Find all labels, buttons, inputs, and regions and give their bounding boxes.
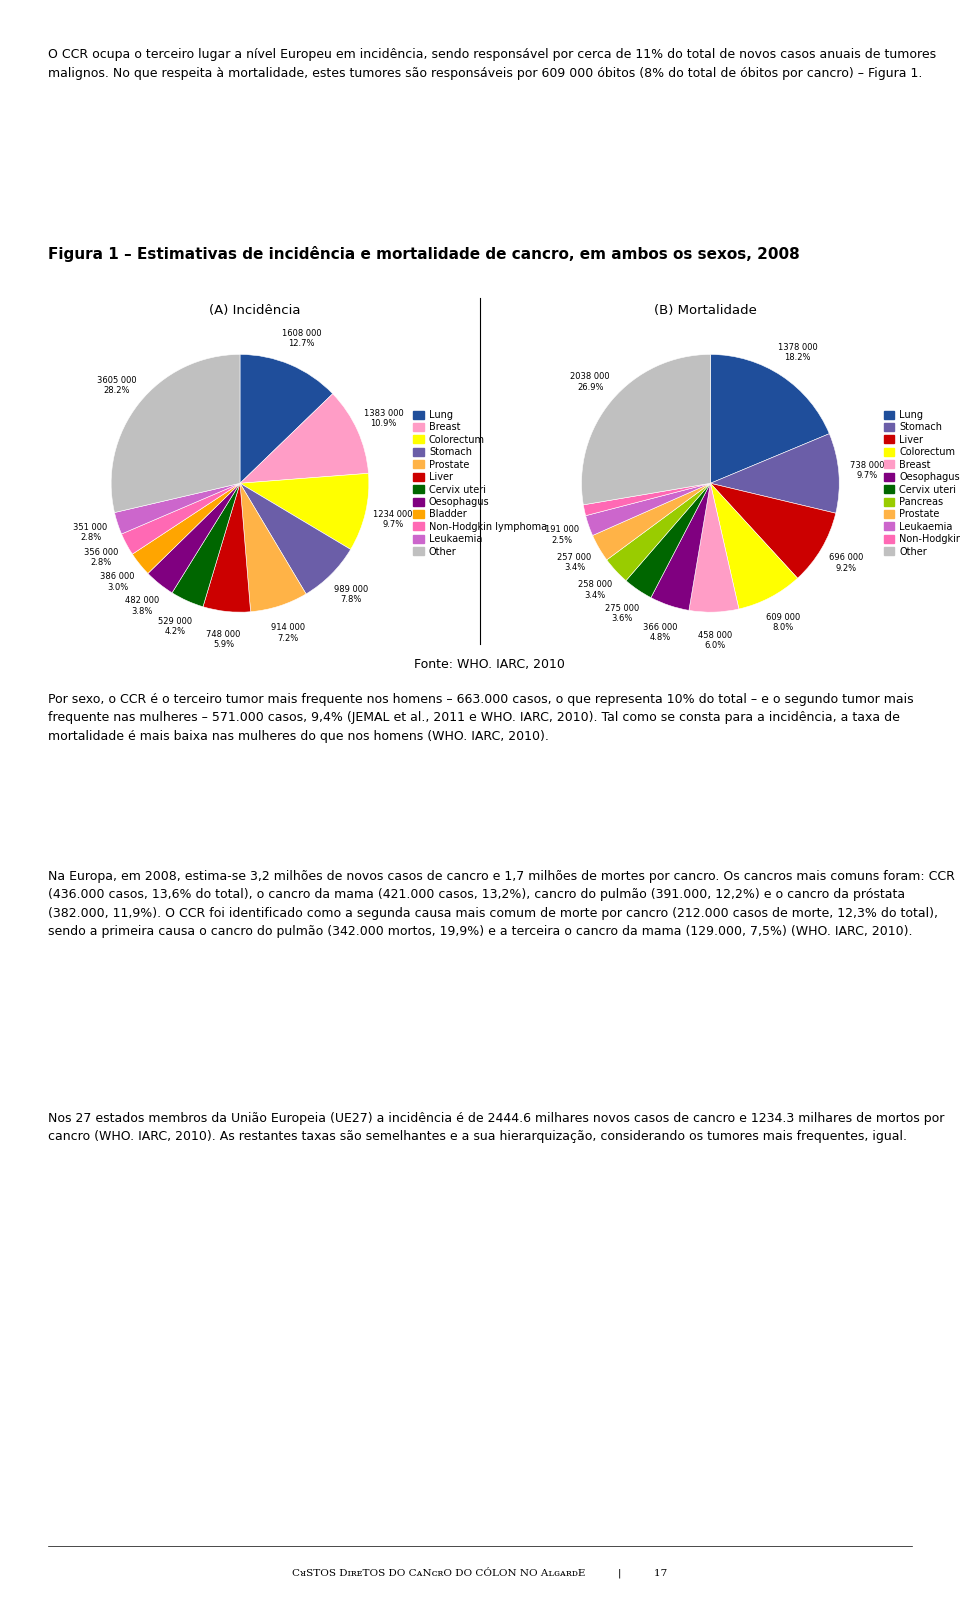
Text: 529 000
4.2%: 529 000 4.2% [158,617,192,636]
Wedge shape [122,483,240,554]
Wedge shape [626,483,710,598]
Text: 914 000
7.2%: 914 000 7.2% [271,623,305,643]
Text: 191 000
2.5%: 191 000 2.5% [545,525,579,545]
Text: 1234 000
9.7%: 1234 000 9.7% [373,509,413,528]
Wedge shape [148,483,240,593]
Text: 989 000
7.8%: 989 000 7.8% [334,585,369,604]
Text: Fonte: WHO. IARC, 2010: Fonte: WHO. IARC, 2010 [414,657,565,672]
Wedge shape [203,483,251,612]
Text: 257 000
3.4%: 257 000 3.4% [558,553,591,572]
Wedge shape [240,354,333,483]
Text: CᴚSTOS DɪʀᴇTOS DO CᴀNᴄʀO DO CÓLON NO AʟɢᴀʀᴅE          |          17: CᴚSTOS DɪʀᴇTOS DO CᴀNᴄʀO DO CÓLON NO Aʟɢ… [293,1566,667,1579]
Wedge shape [651,483,710,611]
Wedge shape [710,433,839,514]
Wedge shape [584,483,710,516]
Wedge shape [114,483,240,533]
Text: 275 000
3.6%: 275 000 3.6% [605,604,639,623]
Text: 1383 000
10.9%: 1383 000 10.9% [364,409,403,429]
Legend: Lung, Breast, Colorectum, Stomach, Prostate, Liver, Cervix uteri, Oesophagus, Bl: Lung, Breast, Colorectum, Stomach, Prost… [413,409,548,557]
Wedge shape [592,483,710,561]
Wedge shape [240,393,369,483]
Text: 258 000
3.4%: 258 000 3.4% [578,580,612,599]
Wedge shape [172,483,240,607]
Wedge shape [710,354,829,483]
Wedge shape [132,483,240,574]
Wedge shape [240,483,350,594]
Wedge shape [689,483,739,612]
Text: (B) Mortalidade: (B) Mortalidade [654,303,757,317]
Text: 609 000
8.0%: 609 000 8.0% [766,612,801,632]
Text: (A) Incidência: (A) Incidência [208,303,300,317]
Text: Por sexo, o CCR é o terceiro tumor mais frequente nos homens – 663.000 casos, o : Por sexo, o CCR é o terceiro tumor mais … [48,693,914,743]
Text: O CCR ocupa o terceiro lugar a nível Europeu em incidência, sendo responsável po: O CCR ocupa o terceiro lugar a nível Eur… [48,48,936,81]
Text: 3605 000
28.2%: 3605 000 28.2% [97,375,136,395]
Text: 1608 000
12.7%: 1608 000 12.7% [281,329,322,348]
Wedge shape [586,483,710,535]
Text: Figura 1 – Estimativas de incidência e mortalidade de cancro, em ambos os sexos,: Figura 1 – Estimativas de incidência e m… [48,246,800,261]
Text: 366 000
4.8%: 366 000 4.8% [643,623,678,643]
Text: 1378 000
18.2%: 1378 000 18.2% [778,343,818,362]
Text: 458 000
6.0%: 458 000 6.0% [698,632,732,651]
Text: 351 000
2.8%: 351 000 2.8% [74,522,108,541]
Wedge shape [240,483,306,612]
Wedge shape [582,354,710,504]
Text: Nos 27 estados membros da União Europeia (UE27) a incidência é de 2444.6 milhare: Nos 27 estados membros da União Europeia… [48,1112,945,1144]
Text: Na Europa, em 2008, estima-se 3,2 milhões de novos casos de cancro e 1,7 milhões: Na Europa, em 2008, estima-se 3,2 milhõe… [48,870,955,939]
Text: 2038 000
26.9%: 2038 000 26.9% [570,372,611,391]
Wedge shape [240,474,369,549]
Legend: Lung, Stomach, Liver, Colorectum, Breast, Oesophagus, Cervix uteri, Pancreas, Pr: Lung, Stomach, Liver, Colorectum, Breast… [883,409,960,557]
Text: 696 000
9.2%: 696 000 9.2% [828,553,863,572]
Text: 356 000
2.8%: 356 000 2.8% [84,548,119,567]
Wedge shape [111,354,240,512]
Text: 738 000
9.7%: 738 000 9.7% [850,461,884,480]
Text: 386 000
3.0%: 386 000 3.0% [101,572,134,591]
Wedge shape [607,483,710,580]
Text: 748 000
5.9%: 748 000 5.9% [206,630,241,649]
Text: 482 000
3.8%: 482 000 3.8% [125,596,158,615]
Wedge shape [710,483,798,609]
Wedge shape [710,483,836,578]
